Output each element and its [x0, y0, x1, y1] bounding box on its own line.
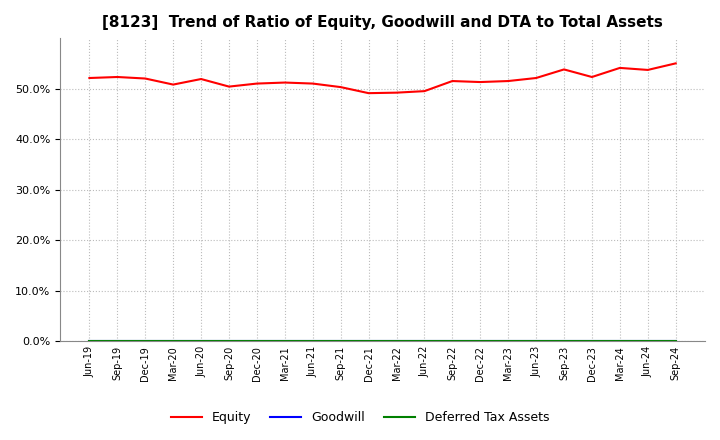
Equity [364, 91, 373, 96]
Goodwill [644, 338, 652, 344]
Equity [504, 78, 513, 84]
Equity [616, 65, 624, 70]
Goodwill [616, 338, 624, 344]
Equity [197, 77, 205, 82]
Deferred Tax Assets [671, 338, 680, 344]
Deferred Tax Assets [559, 338, 568, 344]
Deferred Tax Assets [336, 338, 345, 344]
Goodwill [253, 338, 261, 344]
Equity [588, 74, 596, 80]
Goodwill [476, 338, 485, 344]
Goodwill [113, 338, 122, 344]
Equity [448, 78, 456, 84]
Equity [559, 67, 568, 72]
Goodwill [532, 338, 541, 344]
Title: [8123]  Trend of Ratio of Equity, Goodwill and DTA to Total Assets: [8123] Trend of Ratio of Equity, Goodwil… [102, 15, 663, 30]
Deferred Tax Assets [532, 338, 541, 344]
Goodwill [420, 338, 428, 344]
Deferred Tax Assets [85, 338, 94, 344]
Equity [532, 75, 541, 81]
Goodwill [448, 338, 456, 344]
Deferred Tax Assets [448, 338, 456, 344]
Deferred Tax Assets [588, 338, 596, 344]
Goodwill [559, 338, 568, 344]
Deferred Tax Assets [281, 338, 289, 344]
Goodwill [364, 338, 373, 344]
Equity [85, 75, 94, 81]
Deferred Tax Assets [113, 338, 122, 344]
Equity [420, 88, 428, 94]
Equity [308, 81, 317, 86]
Deferred Tax Assets [253, 338, 261, 344]
Goodwill [392, 338, 401, 344]
Deferred Tax Assets [308, 338, 317, 344]
Goodwill [197, 338, 205, 344]
Equity [336, 84, 345, 90]
Line: Equity: Equity [89, 63, 675, 93]
Goodwill [504, 338, 513, 344]
Deferred Tax Assets [392, 338, 401, 344]
Deferred Tax Assets [644, 338, 652, 344]
Legend: Equity, Goodwill, Deferred Tax Assets: Equity, Goodwill, Deferred Tax Assets [166, 407, 554, 429]
Deferred Tax Assets [476, 338, 485, 344]
Goodwill [588, 338, 596, 344]
Deferred Tax Assets [364, 338, 373, 344]
Equity [113, 74, 122, 80]
Equity [392, 90, 401, 95]
Equity [281, 80, 289, 85]
Deferred Tax Assets [420, 338, 428, 344]
Goodwill [336, 338, 345, 344]
Equity [225, 84, 233, 89]
Deferred Tax Assets [197, 338, 205, 344]
Goodwill [85, 338, 94, 344]
Deferred Tax Assets [504, 338, 513, 344]
Equity [141, 76, 150, 81]
Deferred Tax Assets [141, 338, 150, 344]
Goodwill [281, 338, 289, 344]
Equity [644, 67, 652, 73]
Goodwill [169, 338, 178, 344]
Equity [476, 79, 485, 84]
Goodwill [141, 338, 150, 344]
Deferred Tax Assets [225, 338, 233, 344]
Deferred Tax Assets [169, 338, 178, 344]
Goodwill [225, 338, 233, 344]
Equity [671, 61, 680, 66]
Goodwill [308, 338, 317, 344]
Deferred Tax Assets [616, 338, 624, 344]
Equity [253, 81, 261, 86]
Goodwill [671, 338, 680, 344]
Equity [169, 82, 178, 87]
